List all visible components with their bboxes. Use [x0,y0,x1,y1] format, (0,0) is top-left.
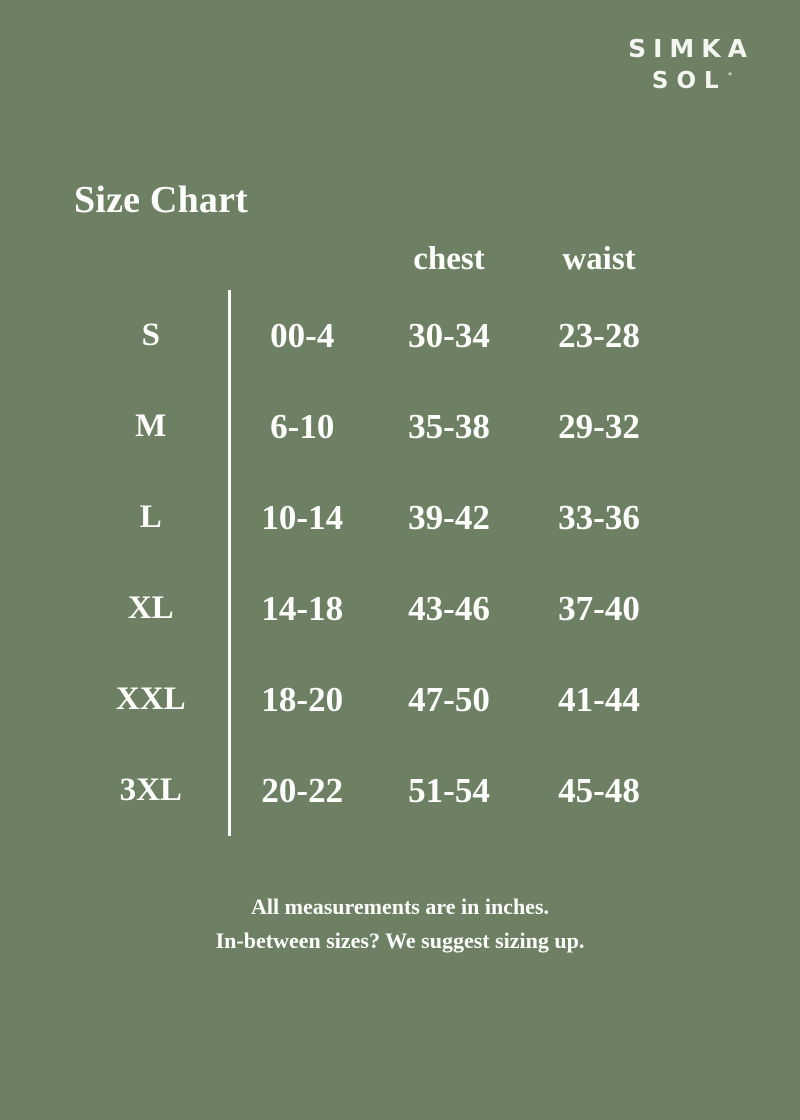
cell-size: XL [127,590,174,626]
cell-size: S [141,317,160,353]
cell-numeric: 00-4 [227,290,374,381]
table-row: L 10-14 39-42 33-36 [74,472,674,563]
cell-size: M [135,408,167,444]
cell-waist: 23-28 [558,316,640,355]
registered-trademark-icon: ° [727,72,733,82]
cell-size: 3XL [119,772,182,808]
table-row: S 00-4 30-34 23-28 [74,290,674,381]
cell-numeric: 14-18 [227,563,374,654]
cell-numeric: 6-10 [227,381,374,472]
table-row: XL 14-18 43-46 37-40 [74,563,674,654]
column-header-chest: chest [413,240,485,277]
column-header-numeric [229,228,374,290]
cell-chest: 51-54 [408,771,490,810]
footer-note-line-1: All measurements are in inches. [251,894,549,919]
size-chart: chest waist S 00-4 30-34 23-28 M 6-10 35… [74,228,674,836]
brand-name-line-2: SOL° [644,68,733,94]
brand-logo: SIMKA SOL° [621,36,754,93]
page-title: Size Chart [74,179,249,221]
footer-note: All measurements are in inches. In-betwe… [0,890,800,958]
column-header-size [74,228,229,290]
cell-chest: 30-34 [408,316,490,355]
cell-size: XXL [115,681,186,717]
cell-chest: 39-42 [408,498,490,537]
cell-waist: 45-48 [558,771,640,810]
size-chart-table: chest waist S 00-4 30-34 23-28 M 6-10 35… [74,228,676,836]
table-row: 3XL 20-22 51-54 45-48 [74,745,674,836]
cell-waist: 41-44 [558,680,640,719]
footer-note-line-2: In-between sizes? We suggest sizing up. [215,928,585,954]
cell-chest: 47-50 [408,680,490,719]
cell-size: L [139,499,162,535]
table-header-row: chest waist [74,228,674,290]
cell-waist: 33-36 [558,498,640,537]
cell-chest: 43-46 [408,589,490,628]
table-row: M 6-10 35-38 29-32 [74,381,674,472]
cell-chest: 35-38 [408,407,490,446]
brand-name-line-2-text: SOL [651,68,727,94]
brand-name-line-1: SIMKA [628,34,754,63]
cell-waist: 37-40 [558,589,640,628]
cell-numeric: 20-22 [227,745,374,836]
cell-waist: 29-32 [558,407,640,446]
cell-numeric: 10-14 [227,472,374,563]
table-row: XXL 18-20 47-50 41-44 [74,654,674,745]
cell-numeric: 18-20 [227,654,374,745]
column-header-waist: waist [562,240,636,277]
